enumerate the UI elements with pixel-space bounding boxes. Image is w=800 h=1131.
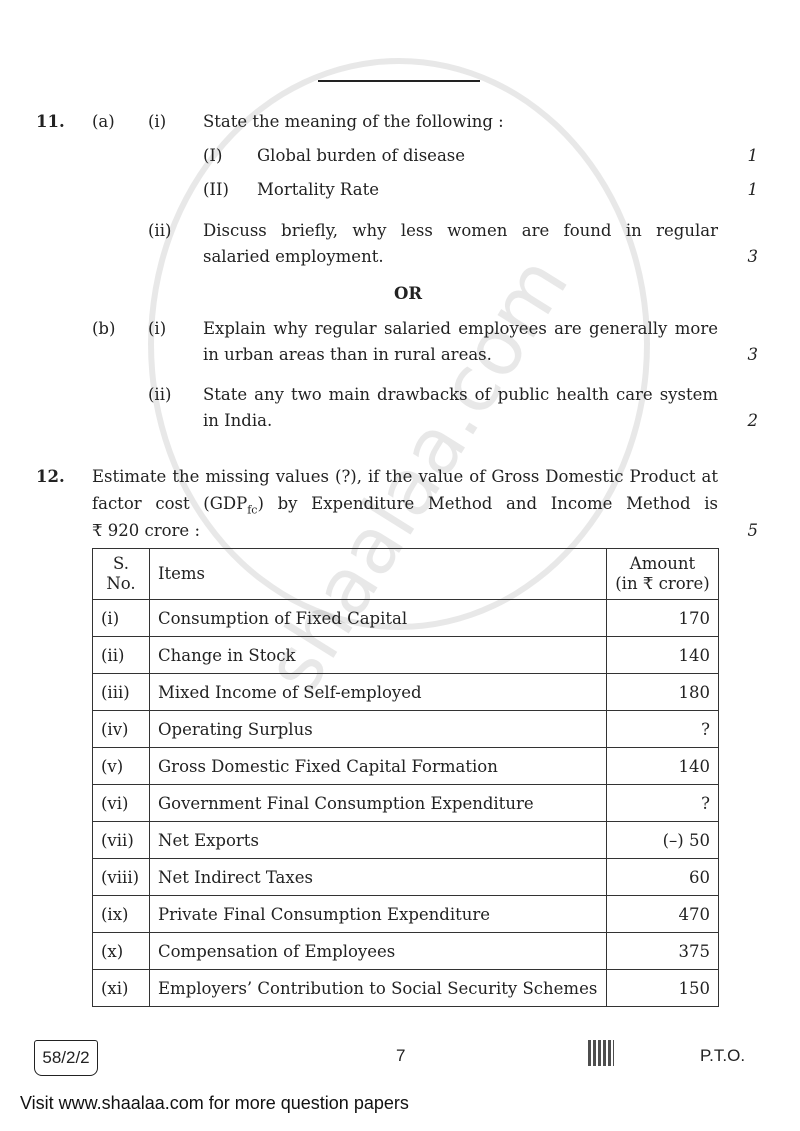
- text: factor cost (GDP: [92, 494, 248, 513]
- row-item: Net Indirect Taxes: [149, 858, 607, 896]
- row-sno: (v): [92, 747, 150, 785]
- item-label: (II): [203, 180, 229, 199]
- row-item: Net Exports: [149, 821, 607, 859]
- table-row: (viii) Net Indirect Taxes 60: [92, 858, 719, 896]
- row-item: Change in Stock: [149, 636, 607, 674]
- question-text: State any two main drawbacks of public h…: [203, 385, 718, 404]
- header-text: No.: [106, 574, 136, 593]
- question-text: Estimate the missing values (?), if the …: [92, 467, 718, 486]
- marks: 3: [747, 247, 759, 266]
- or-separator: OR: [394, 284, 423, 303]
- table-row: (ii) Change in Stock 140: [92, 636, 719, 674]
- row-amount: 140: [606, 636, 719, 674]
- row-amount: 180: [606, 673, 719, 711]
- row-item: Gross Domestic Fixed Capital Formation: [149, 747, 607, 785]
- part-label: (a): [92, 112, 115, 131]
- table-header: S. No. Items Amount (in ₹ crore): [92, 548, 719, 600]
- subpart-label: (ii): [148, 221, 172, 240]
- table-row: (v) Gross Domestic Fixed Capital Formatio…: [92, 747, 719, 785]
- part-label: (b): [92, 319, 116, 338]
- table-row: (vi) Government Final Consumption Expendi…: [92, 784, 719, 822]
- table-row: (i) Consumption of Fixed Capital 170: [92, 599, 719, 637]
- question-text: ₹ 920 crore :: [92, 521, 200, 540]
- row-amount: 375: [606, 932, 719, 970]
- subpart-label: (ii): [148, 385, 172, 404]
- page-number: 7: [396, 1046, 406, 1065]
- row-amount: 470: [606, 895, 719, 933]
- question-text: salaried employment.: [203, 247, 384, 266]
- row-amount: ?: [606, 710, 719, 748]
- table-row: (ix) Private Final Consumption Expenditur…: [92, 895, 719, 933]
- item-label: (I): [203, 146, 223, 165]
- subpart-label: (i): [148, 112, 167, 131]
- question-text: Explain why regular salaried employees a…: [203, 319, 718, 338]
- row-sno: (vi): [92, 784, 150, 822]
- row-amount: 170: [606, 599, 719, 637]
- visit-link[interactable]: Visit www.shaalaa.com for more question …: [20, 1093, 409, 1113]
- row-amount: 60: [606, 858, 719, 896]
- row-sno: (i): [92, 599, 150, 637]
- marks: 1: [747, 146, 759, 165]
- question-number: 11.: [36, 112, 65, 131]
- row-sno: (viii): [92, 858, 150, 896]
- marks: 3: [747, 345, 759, 364]
- header-text: S.: [113, 554, 129, 573]
- top-rule: [318, 80, 480, 82]
- subscript: fc: [247, 503, 258, 517]
- marks: 1: [747, 180, 759, 199]
- question-text: State the meaning of the following :: [203, 112, 504, 131]
- row-amount: 150: [606, 969, 719, 1007]
- row-sno: (vii): [92, 821, 150, 859]
- row-item: Consumption of Fixed Capital: [149, 599, 607, 637]
- row-sno: (x): [92, 932, 150, 970]
- row-item: Compensation of Employees: [149, 932, 607, 970]
- row-item: Employers’ Contribution to Social Securi…: [149, 969, 607, 1007]
- question-number: 12.: [36, 467, 65, 486]
- row-sno: (iii): [92, 673, 150, 711]
- paper-code: 58/2/2: [34, 1040, 98, 1076]
- header-text: Amount: [629, 554, 696, 573]
- row-sno: (xi): [92, 969, 150, 1007]
- row-sno: (ii): [92, 636, 150, 674]
- row-sno: (iv): [92, 710, 150, 748]
- table-row: (x) Compensation of Employees 375: [92, 932, 719, 970]
- qr-code-icon: [588, 1040, 614, 1066]
- header-items: Items: [149, 548, 607, 600]
- row-amount: (–) 50: [606, 821, 719, 859]
- row-item: Private Final Consumption Expenditure: [149, 895, 607, 933]
- question-text: in urban areas than in rural areas.: [203, 345, 492, 364]
- header-sno: S. No.: [92, 548, 150, 600]
- table-row: (xi) Employers’ Contribution to Social Se…: [92, 969, 719, 1007]
- row-item: Mixed Income of Self-employed: [149, 673, 607, 711]
- header-amount: Amount (in ₹ crore): [606, 548, 719, 600]
- data-table: S. No. Items Amount (in ₹ crore) (i) Consum…: [92, 548, 719, 1007]
- marks: 2: [747, 411, 759, 430]
- text: ) by Expenditure Method and Income Metho…: [257, 494, 718, 513]
- row-amount: ?: [606, 784, 719, 822]
- question-text: factor cost (GDPfc) by Expenditure Metho…: [92, 494, 718, 520]
- item-text: Global burden of disease: [257, 146, 466, 165]
- row-item: Government Final Consumption Expenditure: [149, 784, 607, 822]
- row-item: Operating Surplus: [149, 710, 607, 748]
- pto-label: P.T.O.: [700, 1046, 746, 1065]
- item-text: Mortality Rate: [257, 180, 379, 199]
- question-text: in India.: [203, 411, 273, 430]
- table-row: (vii) Net Exports (–) 50: [92, 821, 719, 859]
- table-row: (iv) Operating Surplus?: [92, 710, 719, 748]
- marks: 5: [747, 521, 759, 540]
- row-sno: (ix): [92, 895, 150, 933]
- header-text: (in ₹ crore): [615, 574, 710, 593]
- question-text: Discuss briefly, why less women are foun…: [203, 221, 718, 240]
- table-row: (iii) Mixed Income of Self-employed 180: [92, 673, 719, 711]
- subpart-label: (i): [148, 319, 167, 338]
- row-amount: 140: [606, 747, 719, 785]
